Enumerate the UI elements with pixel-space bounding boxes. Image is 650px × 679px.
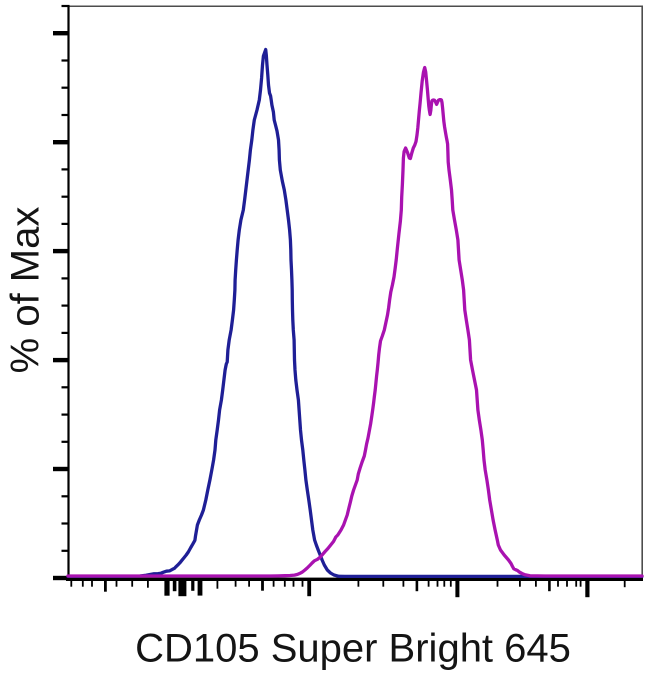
svg-text:CD105 Super Bright 645: CD105 Super Bright 645: [135, 627, 571, 671]
svg-text:% of Max: % of Max: [3, 207, 47, 374]
